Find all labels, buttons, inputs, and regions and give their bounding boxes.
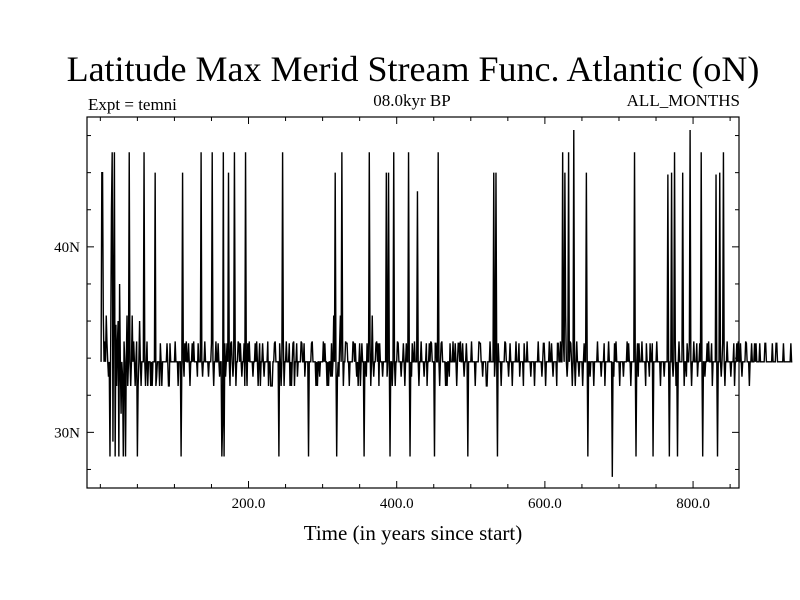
- x-tick-label: 200.0: [232, 496, 266, 512]
- x-tick-label: 800.0: [676, 496, 710, 512]
- plot-frame: [86, 116, 740, 489]
- y-tick-label: 30N: [54, 425, 80, 441]
- subtitle-right: ALL_MONTHS: [627, 91, 740, 110]
- y-tick-label: 40N: [54, 240, 80, 256]
- x-tick-label: 600.0: [528, 496, 562, 512]
- series-line: [100, 129, 793, 477]
- x-axis-label: Time (in years since start): [304, 521, 523, 545]
- plot-area: 200.0 400.0 600.0 800.0 30N 40N: [54, 117, 793, 512]
- x-tick-label: 400.0: [380, 496, 414, 512]
- chart-title: Latitude Max Merid Stream Func. Atlantic…: [67, 49, 760, 89]
- subtitle-left: Expt = temni: [88, 95, 177, 114]
- subtitle-center: 08.0kyr BP: [373, 91, 450, 110]
